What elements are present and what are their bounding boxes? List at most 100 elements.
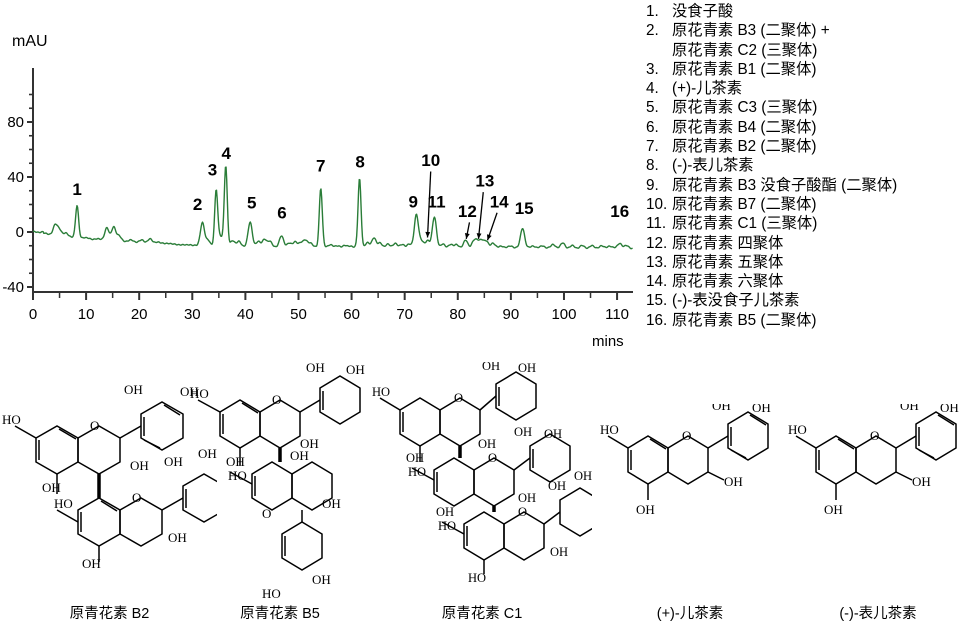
legend-item-1: 1. 没食子酸 [646,2,966,21]
svg-text:OH: OH [306,362,325,375]
chromatogram-panel: 80 40 0 -40 0 10 20 30 40 50 60 70 80 90 100 110 mAU mins… [0,0,640,360]
legend-item-number: 16. [646,311,668,329]
legend-item-13: 13. 原花青素 五聚体 [646,253,966,272]
y-tick-label: 80 [7,114,24,131]
legend-item-number: 5. [646,99,659,117]
x-tick-label: 20 [131,306,148,323]
legend-item-7: 7. 原花青素 B2 (二聚体) [646,137,966,156]
structure-procyanidin-c1: O O O HO OH OH OH OH HO OH OH OH HO OH O… [372,362,592,622]
legend-item-number: 8. [646,157,659,175]
structure-procyanidin-b5: O O HO OH OH OH OH HO OH OH OH HO 原青花素 B… [190,362,370,622]
svg-text:O: O [488,451,497,465]
svg-text:OH: OH [164,454,183,469]
peak-label-9: 9 [408,192,417,211]
legend-item-15: 15. (-)-表没食子儿茶素 [646,291,966,310]
legend-item-label: 原花青素 六聚体 [672,273,784,291]
svg-text:OH: OH [322,496,341,511]
svg-text:O: O [454,391,463,405]
structure-caption: 原青花素 B2 [69,606,150,622]
legend-item-number: 4. [646,80,659,98]
svg-text:OH: OH [300,436,319,451]
svg-text:OH: OH [82,556,101,571]
legend-item-label: 原花青素 C3 (三聚体) [672,99,818,117]
svg-text:OH: OH [482,362,500,373]
svg-text:OH: OH [518,362,536,375]
peak-label-5: 5 [247,194,256,213]
peak-label-4: 4 [222,144,232,163]
x-tick-label: 90 [503,306,520,323]
svg-text:OH: OH [824,502,843,517]
legend-item-10: 10. 原花青素 B7 (二聚体) [646,195,966,214]
svg-text:HO: HO [228,468,247,483]
svg-text:HO: HO [262,586,281,601]
svg-text:HO: HO [372,385,390,399]
structure-caption: (+)-儿茶素 [656,606,724,622]
x-tick-label: 80 [449,306,466,323]
peak-label-2: 2 [193,195,202,214]
structure-caption: 原青花素 B5 [240,606,320,622]
legend-item-label: 原花青素 B2 (二聚体) [672,138,817,156]
procyanidin-b2-diagram: O O HO OH OH OH OH HO OH OH OH OH [2,382,217,571]
structure-epicatechin: O HO OH OH OH OH (-)-表儿茶素 [788,404,963,622]
legend-item-5: 5. 原花青素 C3 (三聚体) [646,98,966,117]
peak-leader-line [426,171,432,238]
x-tick-label: 10 [78,306,95,323]
y-axis-unit-label: mAU [12,33,48,50]
legend-item-label: 原花青素 四聚体 [672,234,784,252]
peak-label-10: 10 [421,151,440,170]
peak-leader-arrowhead [487,234,492,241]
legend-item-number: 2. [646,22,659,40]
x-tick-label: 100 [551,306,576,323]
svg-text:O: O [132,490,141,505]
legend-item-number: 13. [646,253,668,271]
x-tick-label: 30 [184,306,201,323]
svg-text:OH: OH [346,362,365,377]
peak-label-13: 13 [475,172,494,191]
x-tick-label: 50 [290,306,307,323]
svg-text:OH: OH [550,545,568,559]
peak-label-8: 8 [355,152,364,171]
svg-text:OH: OH [42,480,61,495]
legend-item-label: 原花青素 五聚体 [672,253,784,271]
legend-item-number: 11. [646,215,667,233]
svg-text:OH: OH [312,572,331,587]
svg-text:OH: OH [752,404,771,415]
svg-text:OH: OH [636,502,655,517]
peak-label-14: 14 [490,192,509,211]
x-tick-label: 40 [237,306,254,323]
svg-text:OH: OH [712,404,731,413]
svg-text:OH: OH [198,446,217,461]
legend-item-label: (+)-儿茶素 [672,80,743,98]
svg-text:HO: HO [54,496,73,511]
legend-item-number: 10. [646,195,668,213]
legend-item-14: 14. 原花青素 六聚体 [646,272,966,291]
peak-label-3: 3 [208,161,217,180]
peak-label-11: 11 [428,192,446,211]
y-tick-label: 0 [16,224,24,241]
procyanidin-c1-diagram: O O O HO OH OH OH OH HO OH OH OH HO OH O… [372,362,592,585]
procyanidin-b5-diagram: O O HO OH OH OH OH HO OH OH OH HO [190,362,365,601]
y-tick-label: 40 [7,169,24,186]
svg-text:OH: OH [574,469,592,483]
epicatechin-diagram: O HO OH OH OH OH [788,404,959,517]
legend-item-label: (-)-表儿茶素 [672,157,754,175]
legend-item-label: 原花青素 B3 没食子酸酯 (二聚体) [672,176,898,194]
x-axis-unit-label: mins [592,333,624,350]
peak-leader-line [477,192,484,239]
svg-text:OH: OH [478,437,496,451]
legend-item-label: 原花青素 B1 (二聚体) [672,60,817,78]
peak-legend: 1. 没食子酸 2. 原花青素 B3 (二聚体) + 原花青素 C2 (三聚体) 3. 原花… [646,2,966,330]
x-tick-label: 70 [396,306,413,323]
legend-item-4: 4. (+)-儿茶素 [646,79,966,98]
peak-label-16: 16 [610,202,629,221]
legend-item-number: 7. [646,138,659,156]
legend-item-12: 12. 原花青素 四聚体 [646,234,966,253]
svg-text:OH: OH [900,404,919,413]
legend-item-6: 6. 原花青素 B4 (二聚体) [646,118,966,137]
peak-label-7: 7 [316,157,325,176]
legend-item-number: 3. [646,60,659,78]
svg-text:OH: OH [124,382,143,397]
structure-procyanidin-b2: O O HO OH OH OH OH HO OH OH OH OH 原青花素 B… [2,362,217,622]
legend-item-label: 原花青素 B5 (二聚体) [672,311,817,329]
